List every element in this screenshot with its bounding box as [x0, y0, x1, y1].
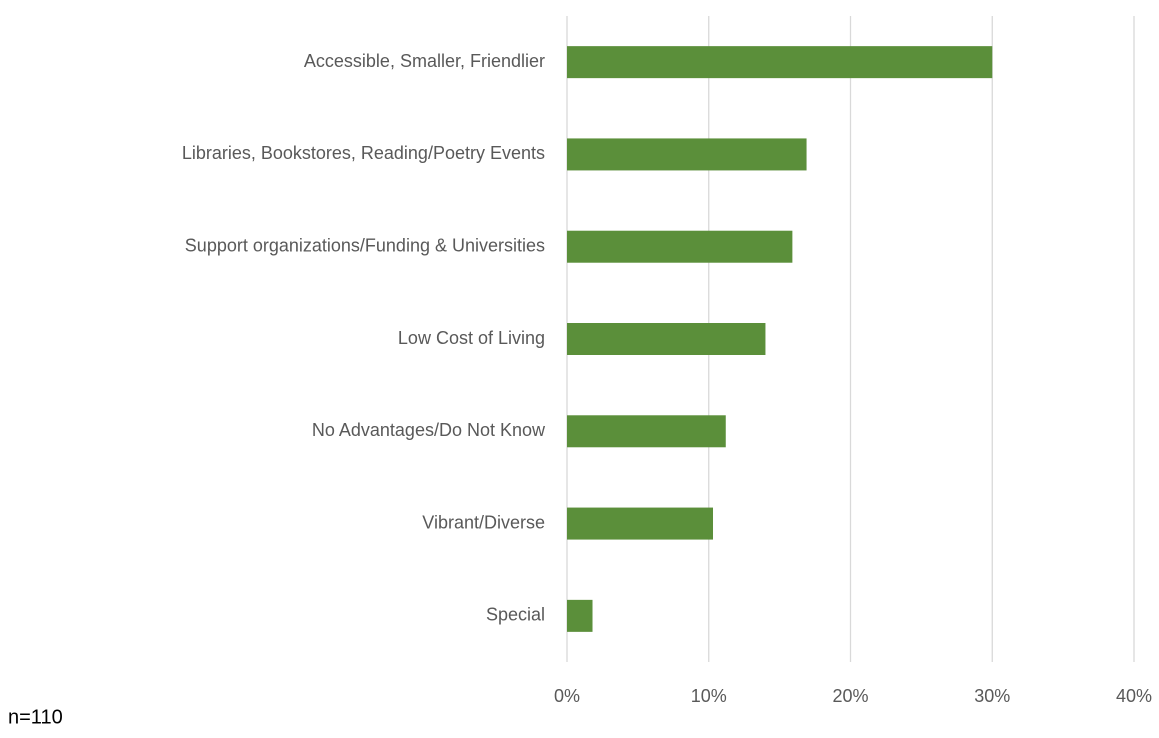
y-tick-label: Special [486, 605, 545, 625]
x-tick-label: 0% [554, 686, 580, 706]
y-tick-label: Libraries, Bookstores, Reading/Poetry Ev… [182, 143, 545, 163]
bar [567, 599, 593, 632]
x-tick-label: 10% [691, 686, 727, 706]
y-tick-label: Accessible, Smaller, Friendlier [304, 51, 545, 71]
sample-size-note: n=110 [8, 706, 63, 728]
bar [567, 323, 766, 355]
bar [567, 415, 726, 448]
x-tick-label: 30% [974, 686, 1010, 706]
bar [567, 46, 993, 79]
x-tick-label: 40% [1116, 686, 1152, 706]
bar [567, 138, 807, 171]
y-tick-label: Support organizations/Funding & Universi… [185, 235, 545, 255]
x-tick-label: 20% [832, 686, 868, 706]
y-tick-label: Vibrant/Diverse [422, 512, 545, 532]
y-tick-label: No Advantages/Do Not Know [312, 420, 546, 440]
bar [567, 230, 793, 263]
bar [567, 507, 714, 540]
y-tick-label: Low Cost of Living [398, 328, 545, 348]
